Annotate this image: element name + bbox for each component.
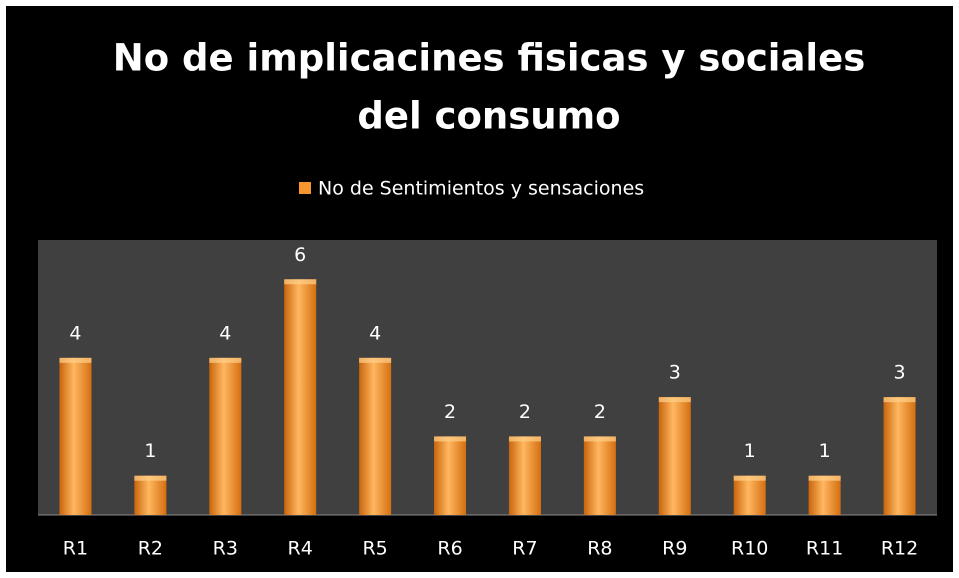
x-tick-label: R2 xyxy=(138,538,163,560)
bar-cap xyxy=(359,357,392,363)
data-label: 4 xyxy=(69,322,81,344)
bar xyxy=(883,397,916,515)
data-label: 2 xyxy=(519,401,531,423)
bar-cap xyxy=(59,357,92,363)
bar xyxy=(808,475,841,515)
bar-cap xyxy=(284,279,317,285)
data-label: 3 xyxy=(669,362,681,384)
bar xyxy=(359,357,392,515)
bar-cap xyxy=(434,436,467,442)
data-label: 4 xyxy=(219,322,231,344)
bar xyxy=(658,397,691,515)
data-label: 1 xyxy=(744,440,756,462)
bar-cap xyxy=(134,475,167,481)
data-label: 2 xyxy=(444,401,456,423)
x-tick-label: R5 xyxy=(362,538,387,560)
bar xyxy=(583,436,616,515)
bar-cap xyxy=(658,397,691,403)
bar-cap xyxy=(508,436,541,442)
data-label: 1 xyxy=(144,440,156,462)
bar xyxy=(209,357,242,515)
bar xyxy=(284,279,317,515)
bar xyxy=(508,436,541,515)
bar xyxy=(134,475,167,515)
x-tick-label: R3 xyxy=(213,538,238,560)
bar-cap xyxy=(209,357,242,363)
x-tick-label: R1 xyxy=(63,538,88,560)
data-label: 6 xyxy=(294,244,306,266)
chart-title: No de implicacines fisicas y sociales xyxy=(113,37,865,80)
x-tick-label: R9 xyxy=(662,538,687,560)
legend-label: No de Sentimientos y sensaciones xyxy=(318,178,644,200)
x-tick-label: R6 xyxy=(437,538,462,560)
plot-area xyxy=(38,240,937,515)
legend-marker xyxy=(299,182,311,194)
x-tick-label: R10 xyxy=(731,538,768,560)
bar-cap xyxy=(733,475,766,481)
chart-title: del consumo xyxy=(357,95,620,138)
bar-cap xyxy=(583,436,616,442)
data-label: 1 xyxy=(819,440,831,462)
x-tick-label: R8 xyxy=(587,538,612,560)
x-tick-label: R4 xyxy=(288,538,313,560)
bar-cap xyxy=(808,475,841,481)
bar xyxy=(434,436,467,515)
x-tick-label: R7 xyxy=(512,538,537,560)
data-label: 4 xyxy=(369,322,381,344)
bar xyxy=(59,357,92,515)
data-label: 3 xyxy=(893,362,905,384)
x-tick-label: R12 xyxy=(881,538,918,560)
x-tick-label: R11 xyxy=(806,538,843,560)
data-label: 2 xyxy=(594,401,606,423)
bar-cap xyxy=(883,397,916,403)
bar xyxy=(733,475,766,515)
